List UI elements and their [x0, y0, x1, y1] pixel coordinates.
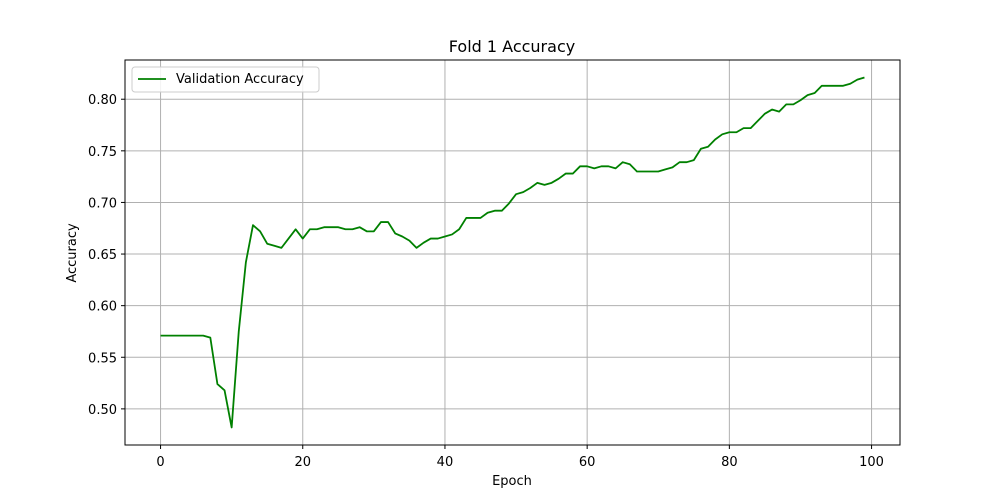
- y-tick-label: 0.55: [88, 351, 117, 366]
- y-tick-label: 0.65: [88, 248, 117, 263]
- grid: [125, 60, 900, 445]
- x-tick-label: 80: [721, 455, 738, 470]
- y-tick-label: 0.50: [88, 403, 117, 418]
- y-tick-label: 0.70: [88, 196, 117, 211]
- series-layer: [160, 76, 865, 429]
- x-axis-label: Epoch: [492, 474, 532, 489]
- series-line-validation-accuracy: [160, 76, 865, 429]
- x-tick-label: 100: [859, 455, 884, 470]
- y-tick-label: 0.75: [88, 145, 117, 160]
- plot-frame: [124, 59, 901, 446]
- y-axis-label: Accuracy: [65, 223, 80, 283]
- x-tick-label: 20: [294, 455, 311, 470]
- x-tick-label: 0: [156, 455, 164, 470]
- y-tick-label: 0.60: [88, 300, 117, 315]
- x-tick-label: 40: [437, 455, 454, 470]
- y-tick-label: 0.80: [88, 93, 117, 108]
- x-tick-label: 60: [579, 455, 596, 470]
- legend-box: [131, 66, 320, 93]
- legend-label-validation-accuracy: Validation Accuracy: [176, 72, 304, 87]
- legend: Validation Accuracy: [131, 66, 320, 93]
- ticks: 0 20 40 60 80 100 0.50 0.55 0.60 0.65 0.70 0.75 0.80: [88, 93, 884, 470]
- chart-title: Fold 1 Accuracy: [449, 37, 575, 56]
